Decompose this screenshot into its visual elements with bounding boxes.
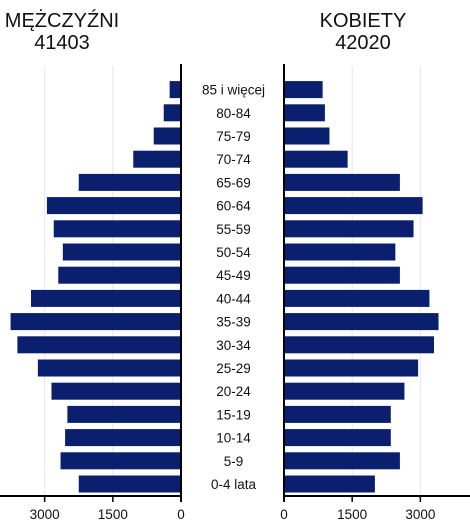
female-x-tick-label: 3000 <box>405 507 435 522</box>
male-bar <box>60 452 182 470</box>
age-group-label: 30-34 <box>216 338 251 353</box>
female-bar <box>284 429 391 447</box>
age-group-label: 5-9 <box>224 454 244 469</box>
age-group-label: 40-44 <box>216 291 251 306</box>
male-bar <box>163 104 181 122</box>
male-header: MĘŻCZYŹNI 41403 <box>0 10 124 54</box>
female-x-tick-label: 1500 <box>337 507 367 522</box>
male-bar <box>51 382 181 400</box>
male-total: 41403 <box>34 32 90 54</box>
male-bar <box>31 289 181 307</box>
male-x-tick-label: 0 <box>177 507 185 522</box>
male-bar <box>169 81 181 99</box>
female-bar <box>284 289 430 307</box>
male-x-tick-label: 1500 <box>98 507 128 522</box>
male-title: MĘŻCZYŹNI <box>4 10 120 32</box>
male-bar <box>53 220 181 238</box>
age-group-label: 75-79 <box>216 129 251 144</box>
male-bar <box>65 429 181 447</box>
male-bar <box>133 150 181 168</box>
female-bar <box>284 266 400 284</box>
age-group-label: 70-74 <box>216 152 251 167</box>
age-group-label: 80-84 <box>216 106 251 121</box>
age-group-label: 85 i więcej <box>202 83 265 98</box>
female-bar <box>284 313 439 331</box>
age-group-label: 45-49 <box>216 268 251 283</box>
female-bar <box>284 243 396 261</box>
female-bar <box>284 150 348 168</box>
female-bar <box>284 336 434 354</box>
female-bar <box>284 127 330 145</box>
male-bar <box>78 475 181 493</box>
female-bar <box>284 475 375 493</box>
male-bar <box>58 266 181 284</box>
age-group-label: 15-19 <box>216 407 251 422</box>
female-bar <box>284 359 419 377</box>
female-bar <box>284 220 414 238</box>
female-bar <box>284 81 323 99</box>
age-group-label: 50-54 <box>216 245 251 260</box>
male-bar <box>37 359 181 377</box>
female-bar <box>284 382 405 400</box>
female-bar <box>284 104 325 122</box>
female-bar <box>284 405 391 423</box>
female-x-tick-label: 0 <box>280 507 288 522</box>
male-bar <box>67 405 181 423</box>
male-bar <box>46 197 181 215</box>
female-title: KOBIETY <box>319 10 407 32</box>
female-header: KOBIETY 42020 <box>298 10 428 54</box>
age-group-label: 0-4 lata <box>211 477 257 492</box>
age-group-label: 25-29 <box>216 361 251 376</box>
female-bar <box>284 173 400 191</box>
male-bar <box>17 336 181 354</box>
male-x-tick-label: 3000 <box>30 507 60 522</box>
age-group-label: 65-69 <box>216 175 251 190</box>
female-bar <box>284 197 423 215</box>
age-group-label: 20-24 <box>216 384 251 399</box>
male-bar <box>10 313 181 331</box>
female-total: 42020 <box>335 32 391 54</box>
age-group-label: 55-59 <box>216 222 251 237</box>
age-group-label: 10-14 <box>216 431 251 446</box>
male-bar <box>153 127 181 145</box>
age-group-label: 60-64 <box>216 199 251 214</box>
male-bar <box>78 173 181 191</box>
female-bar <box>284 452 400 470</box>
age-group-label: 35-39 <box>216 315 251 330</box>
male-bar <box>62 243 181 261</box>
